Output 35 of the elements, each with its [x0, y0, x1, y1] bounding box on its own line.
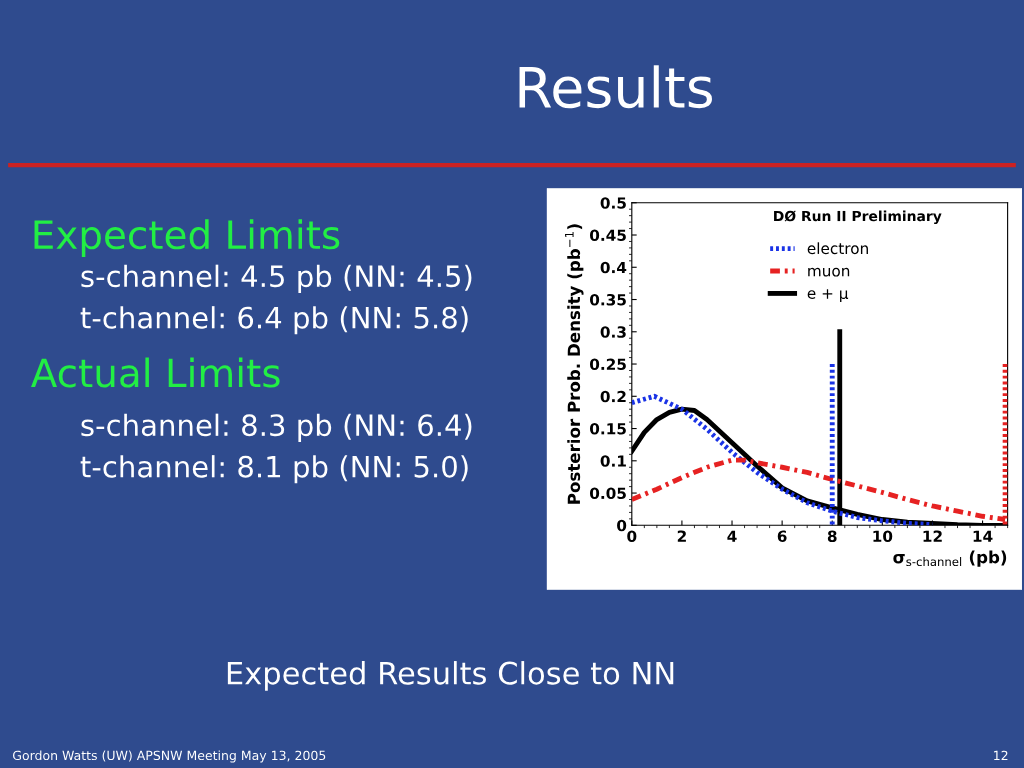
y-tick-label: 0.35 — [589, 293, 626, 306]
text: Expected Results Close to NN — [227, 661, 674, 691]
y-tick-label: 0.5 — [600, 197, 626, 209]
y-tick-label: 0.15 — [589, 423, 626, 435]
text: Expected Limits — [34, 219, 340, 257]
text: Actual Limits — [31, 357, 280, 388]
legend-label: e + μ — [807, 289, 849, 302]
y-tick-label: 0.4 — [600, 261, 627, 274]
text: Results — [519, 65, 712, 109]
y-tick-label: 0.1 — [600, 455, 626, 467]
y-tick-label: 0.45 — [589, 229, 626, 242]
x-tick-label: 12 — [923, 530, 942, 542]
legend-label: muon — [808, 267, 850, 277]
text: s-channel: 8.3 pb (NN: 6.4) — [81, 413, 472, 442]
x-tick-label: 10 — [873, 530, 893, 542]
text: 12 — [994, 750, 1008, 760]
x-tick-label: 6 — [777, 530, 787, 542]
text: t-channel: 8.1 pb (NN: 5.0) — [80, 455, 468, 484]
x-tick-label: 2 — [677, 530, 686, 542]
y-axis-title: Posterior Prob. Density (pb$^{−1}$) — [565, 224, 584, 504]
annotation: DØ Run II Preliminary — [774, 210, 942, 225]
text: t-channel: 6.4 pb (NN: 5.8) — [80, 306, 468, 335]
legend-label: electron — [807, 242, 868, 255]
y-tick-label: 0.3 — [600, 326, 626, 338]
x-tick-label: 14 — [973, 530, 993, 542]
x-axis-title: σ$_{s-channel}$ (pb) — [893, 550, 1007, 567]
x-tick-label: 4 — [727, 530, 737, 542]
y-tick-label: 0.2 — [600, 390, 626, 403]
y-tick-label: 0.25 — [589, 358, 626, 371]
text: Gordon Watts (UW) APSNW Meeting May 13, 2005 — [12, 750, 326, 763]
x-tick-label: 8 — [827, 530, 837, 542]
text: s-channel: 4.5 pb (NN: 4.5) — [81, 264, 472, 293]
y-tick-label: 0 — [617, 519, 627, 532]
x-tick-label: 0 — [627, 530, 637, 542]
y-tick-label: 0.05 — [589, 487, 626, 500]
